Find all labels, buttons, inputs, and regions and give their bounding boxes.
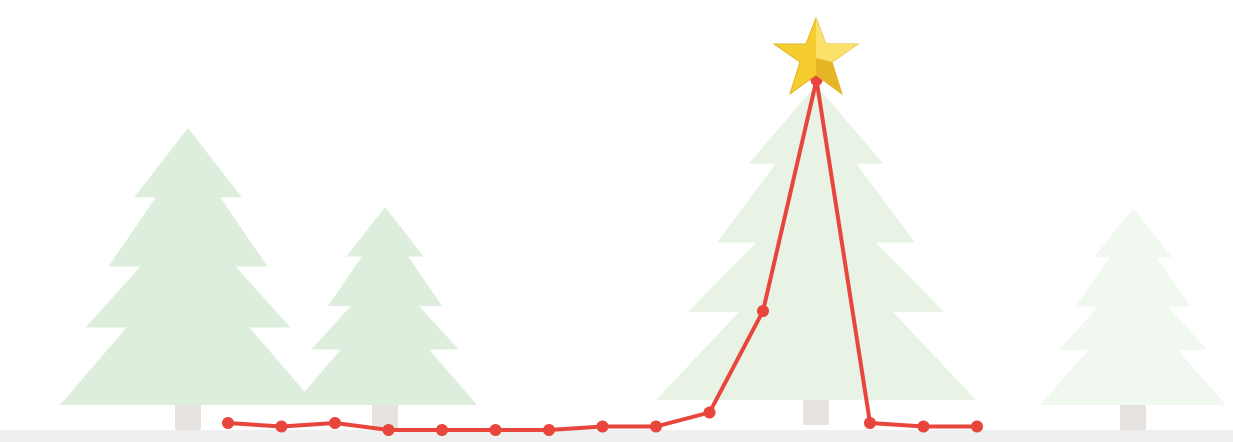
- data-point: [329, 417, 341, 429]
- data-point: [864, 417, 876, 429]
- star-shade: [816, 58, 842, 94]
- trees: [60, 85, 1226, 430]
- tree-trunk: [803, 400, 829, 425]
- data-point: [650, 420, 662, 433]
- star: [772, 16, 860, 96]
- data-point: [436, 424, 448, 436]
- tree-trunk: [175, 405, 201, 430]
- data-point: [917, 420, 930, 433]
- data-point: [543, 424, 555, 436]
- data-point: [596, 420, 609, 433]
- data-point: [222, 417, 234, 429]
- ground: [0, 430, 1233, 442]
- star-highlight: [816, 18, 858, 62]
- tree-trunk: [1120, 405, 1146, 430]
- data-point: [757, 305, 769, 317]
- data-point: [703, 406, 716, 419]
- data-point: [489, 424, 502, 436]
- tree: [60, 128, 316, 405]
- tree: [1040, 208, 1226, 405]
- data-point: [275, 420, 288, 433]
- tree: [656, 85, 976, 400]
- data-point: [971, 420, 983, 433]
- data-point: [382, 424, 395, 436]
- tree: [293, 207, 477, 405]
